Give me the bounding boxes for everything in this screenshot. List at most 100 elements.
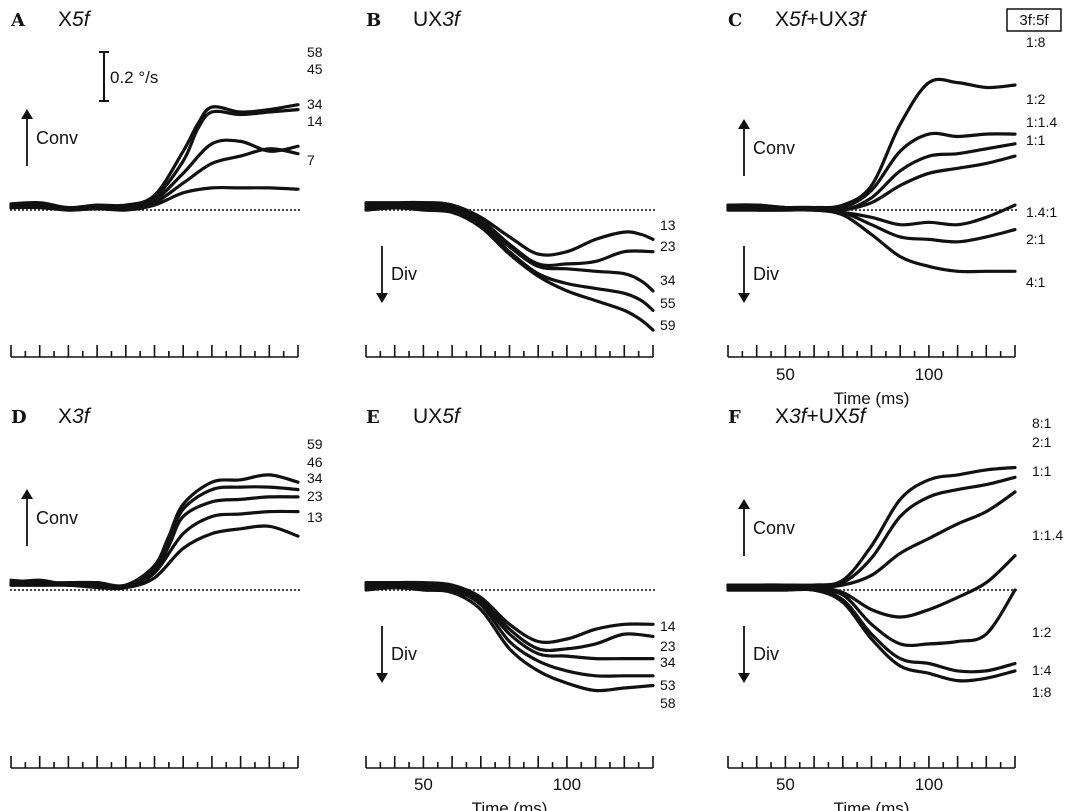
series-label: 7 <box>307 152 315 168</box>
panel-title: X3f <box>58 405 92 428</box>
panel-title: X5f+UX3f <box>775 8 868 31</box>
series-label: 34 <box>660 272 676 288</box>
trace-34 <box>364 203 655 293</box>
panel-letter: B <box>366 10 381 31</box>
series-label: 1:1 <box>1026 132 1046 148</box>
conv-arrow: Conv <box>738 499 795 556</box>
series-label: 34 <box>660 654 676 670</box>
series-label: 4:1 <box>1026 274 1046 290</box>
x-axis-title: Time (ms) <box>834 389 910 408</box>
series-label: 1:8 <box>1026 34 1046 50</box>
panel-f: F X3f+UX5f Conv Div 8:1 2:1 1:1 1:1.4 1:2 1:4 1:8 5… <box>726 405 1063 811</box>
series-label: 59 <box>307 436 323 452</box>
series-label: 34 <box>307 96 323 112</box>
trace-13 <box>9 524 300 590</box>
trace-23 <box>364 583 655 653</box>
conv-label: Conv <box>36 128 78 148</box>
series-label: 2:1 <box>1032 434 1052 450</box>
x-axis <box>10 345 299 358</box>
x-tick-label: 100 <box>553 775 581 794</box>
trace-59 <box>364 206 655 332</box>
div-arrow: Div <box>738 626 779 683</box>
series-label: 59 <box>660 317 676 333</box>
trace-4:1 <box>726 208 1017 274</box>
series-label: 53 <box>660 677 676 693</box>
panel-title: X3f+UX5f <box>775 405 868 428</box>
scale-bar: 0.2 °/s <box>99 51 158 102</box>
div-arrow: Div <box>738 246 779 303</box>
ratio-legend-label: 3f:5f <box>1019 12 1049 29</box>
series-label: 45 <box>307 61 323 77</box>
div-arrow: Div <box>376 246 417 303</box>
panel-letter: F <box>728 407 741 428</box>
series-label: 23 <box>660 638 676 654</box>
x-tick-label: 100 <box>915 365 943 384</box>
series-label: 23 <box>307 488 323 504</box>
series-label: 1:1.4 <box>1032 527 1063 543</box>
x-axis: 50 100 Time (ms) <box>365 756 654 811</box>
trace-1:1 <box>726 490 1017 590</box>
panel-letter: E <box>366 407 380 428</box>
series-label: 55 <box>660 295 676 311</box>
trace-1:8 <box>726 587 1017 683</box>
panel-title: UX5f <box>413 405 462 428</box>
x-tick-label: 50 <box>414 775 433 794</box>
panel-letter: C <box>728 10 742 31</box>
x-tick-label: 50 <box>776 775 795 794</box>
conv-arrow: Conv <box>21 109 78 166</box>
series-label: 1:4 <box>1032 662 1052 678</box>
series-label: 1:2 <box>1026 91 1046 107</box>
series-label: 58 <box>307 44 323 60</box>
div-label: Div <box>753 264 779 284</box>
div-arrow: Div <box>376 626 417 683</box>
series-label: 1:1.4 <box>1026 114 1057 130</box>
trace-53 <box>364 585 655 678</box>
series-label: 14 <box>660 618 676 634</box>
trace-1:2 <box>726 585 1017 648</box>
div-label: Div <box>753 644 779 664</box>
series-label: 1:2 <box>1032 624 1052 640</box>
series-label: 13 <box>307 509 323 525</box>
panel-c: C X5f+UX3f Conv Div 1:8 1:2 1:1.4 1:1 1.4:1 2:1 4:… <box>726 8 1057 408</box>
x-axis-title: Time (ms) <box>834 799 910 811</box>
conv-arrow: Conv <box>21 489 78 546</box>
trace-58 <box>364 585 655 693</box>
x-axis <box>10 756 299 769</box>
div-label: Div <box>391 644 417 664</box>
x-axis: 50 100 Time (ms) <box>727 756 1016 811</box>
trace-14 <box>364 580 655 645</box>
trace-1:1 <box>726 154 1017 213</box>
series-label: 34 <box>307 470 323 486</box>
panel-title: UX3f <box>413 8 462 31</box>
x-axis: 50 100 Time (ms) <box>727 345 1016 408</box>
series-label: 13 <box>660 217 676 233</box>
x-tick-label: 100 <box>915 775 943 794</box>
series-label: 58 <box>660 695 676 711</box>
series-label: 1.4:1 <box>1026 204 1057 220</box>
series-label: 1:8 <box>1032 684 1052 700</box>
conv-label: Conv <box>753 138 795 158</box>
x-tick-label: 50 <box>776 365 795 384</box>
panel-letter: D <box>11 407 27 428</box>
trace-23 <box>364 201 655 268</box>
series-label: 23 <box>660 238 676 254</box>
x-axis <box>365 345 654 358</box>
trace-2:1 <box>726 208 1017 244</box>
scale-bar-label: 0.2 °/s <box>110 68 158 87</box>
trace-55 <box>364 205 655 312</box>
conv-label: Conv <box>36 508 78 528</box>
series-label: 2:1 <box>1026 231 1046 247</box>
series-label: 1:1 <box>1032 463 1052 479</box>
conv-label: Conv <box>753 518 795 538</box>
trace-58 <box>9 103 300 210</box>
panel-b: B UX3f Div 13 23 34 55 59 <box>364 8 676 358</box>
div-label: Div <box>391 264 417 284</box>
conv-arrow: Conv <box>738 119 795 176</box>
series-label: 46 <box>307 454 323 470</box>
panel-title: X5f <box>58 8 92 31</box>
trace-7 <box>9 185 300 212</box>
x-axis-title: Time (ms) <box>472 799 548 811</box>
